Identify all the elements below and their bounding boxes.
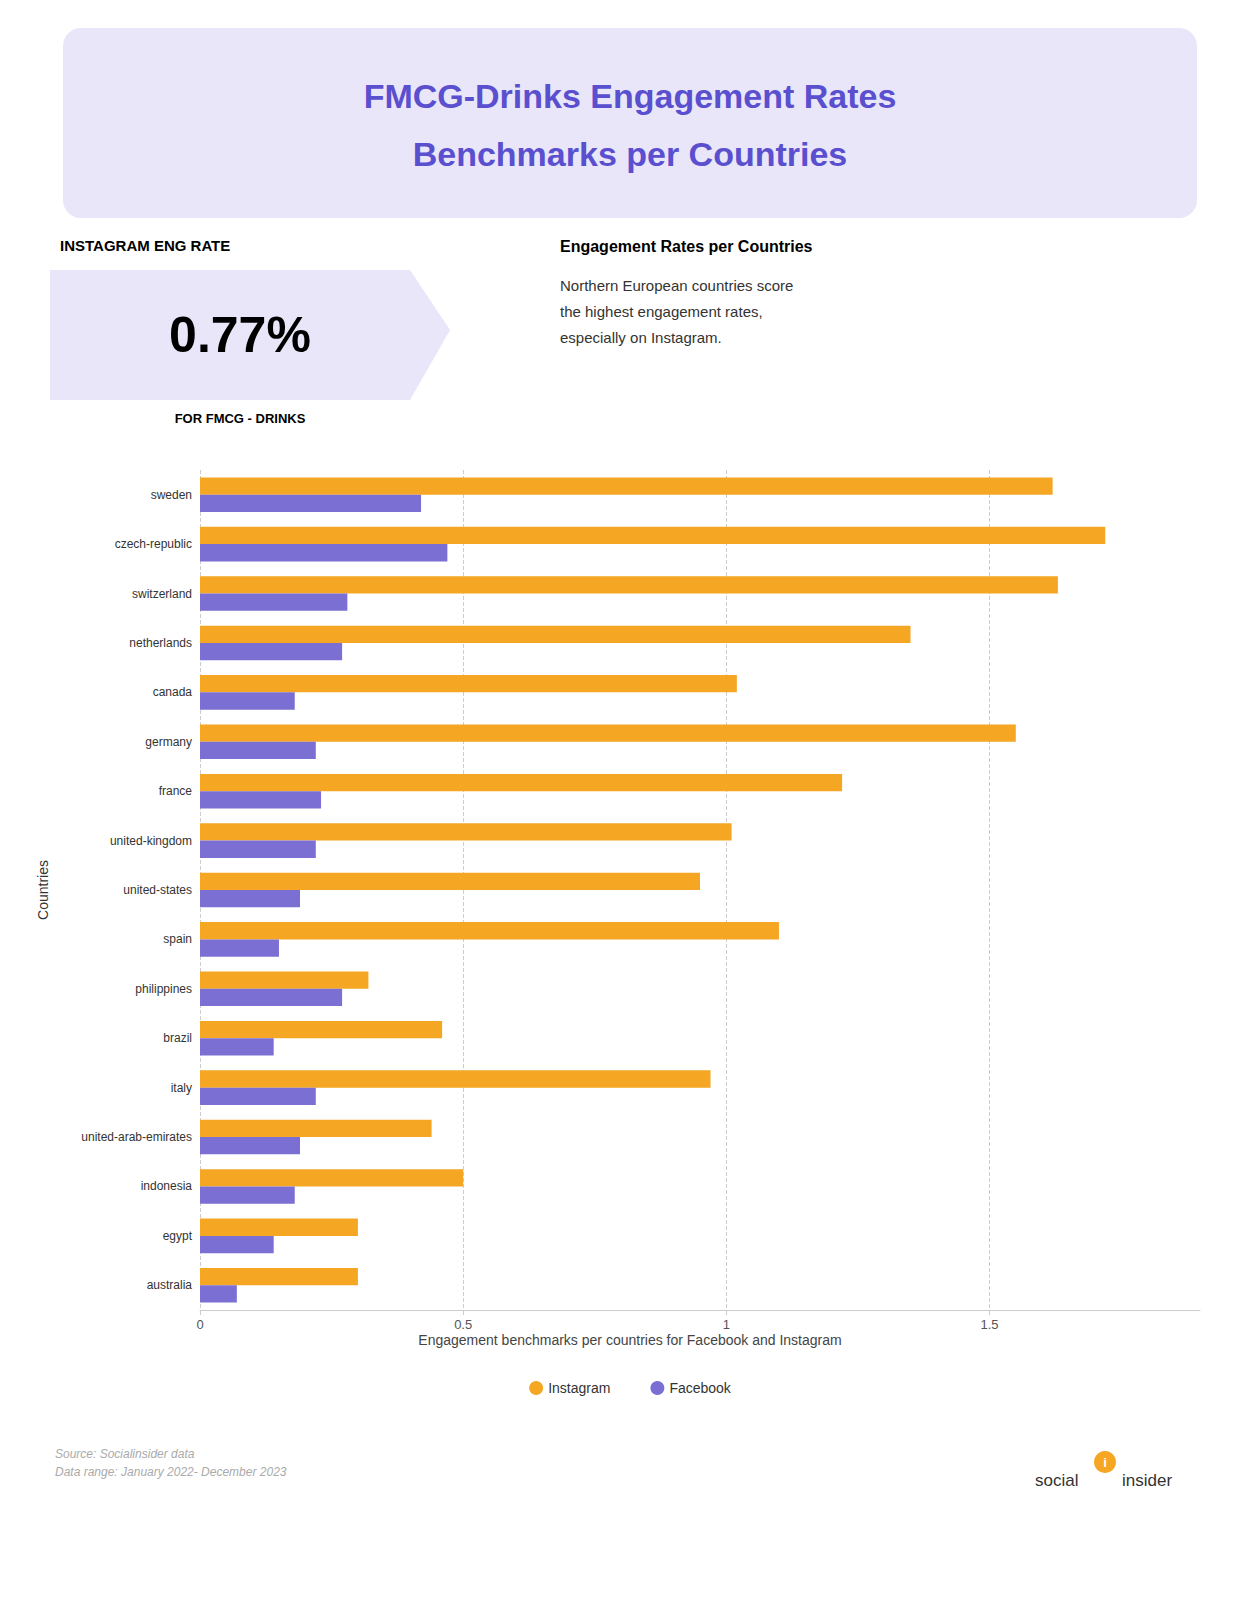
- svg-text:especially on Instagram.: especially on Instagram.: [560, 329, 722, 346]
- svg-text:egypt: egypt: [163, 1229, 193, 1243]
- svg-text:Facebook: Facebook: [669, 1380, 731, 1396]
- svg-text:brazil: brazil: [163, 1031, 192, 1045]
- svg-text:canada: canada: [153, 685, 193, 699]
- svg-text:INSTAGRAM ENG RATE: INSTAGRAM ENG RATE: [60, 237, 230, 254]
- svg-text:0.5: 0.5: [454, 1317, 472, 1332]
- svg-text:spain: spain: [163, 932, 192, 946]
- svg-text:indonesia: indonesia: [141, 1179, 193, 1193]
- svg-text:philippines: philippines: [135, 982, 192, 996]
- svg-text:france: france: [159, 784, 193, 798]
- svg-text:Northern European countries sc: Northern European countries score: [560, 277, 793, 294]
- svg-text:Engagement benchmarks per coun: Engagement benchmarks per countries for …: [418, 1332, 841, 1348]
- svg-text:australia: australia: [147, 1278, 193, 1292]
- svg-text:insider: insider: [1122, 1471, 1172, 1490]
- svg-text:i: i: [1103, 1455, 1107, 1470]
- svg-text:czech-republic: czech-republic: [115, 537, 192, 551]
- svg-text:united-arab-emirates: united-arab-emirates: [81, 1130, 192, 1144]
- svg-text:united-states: united-states: [123, 883, 192, 897]
- svg-text:italy: italy: [171, 1081, 192, 1095]
- svg-text:Benchmarks per Countries: Benchmarks per Countries: [413, 135, 848, 173]
- svg-text:Engagement Rates per Countries: Engagement Rates per Countries: [560, 238, 813, 255]
- svg-text:Source: Socialinsider data: Source: Socialinsider data: [55, 1447, 195, 1461]
- svg-text:netherlands: netherlands: [129, 636, 192, 650]
- svg-text:FMCG-Drinks Engagement Rates: FMCG-Drinks Engagement Rates: [364, 77, 897, 115]
- svg-text:1: 1: [723, 1317, 730, 1332]
- svg-text:Instagram: Instagram: [548, 1380, 610, 1396]
- svg-text:Countries: Countries: [35, 860, 51, 920]
- svg-text:FOR FMCG - DRINKS: FOR FMCG - DRINKS: [175, 411, 306, 426]
- svg-text:1.5: 1.5: [980, 1317, 998, 1332]
- svg-text:sweden: sweden: [151, 488, 192, 502]
- svg-text:0.77%: 0.77%: [169, 307, 311, 363]
- svg-text:united-kingdom: united-kingdom: [110, 834, 192, 848]
- svg-text:social: social: [1035, 1471, 1078, 1490]
- svg-text:0: 0: [196, 1317, 203, 1332]
- svg-text:germany: germany: [145, 735, 192, 749]
- svg-text:switzerland: switzerland: [132, 587, 192, 601]
- svg-text:the highest engagement rates,: the highest engagement rates,: [560, 303, 763, 320]
- svg-text:Data range: January 2022- Dece: Data range: January 2022- December 2023: [55, 1465, 287, 1479]
